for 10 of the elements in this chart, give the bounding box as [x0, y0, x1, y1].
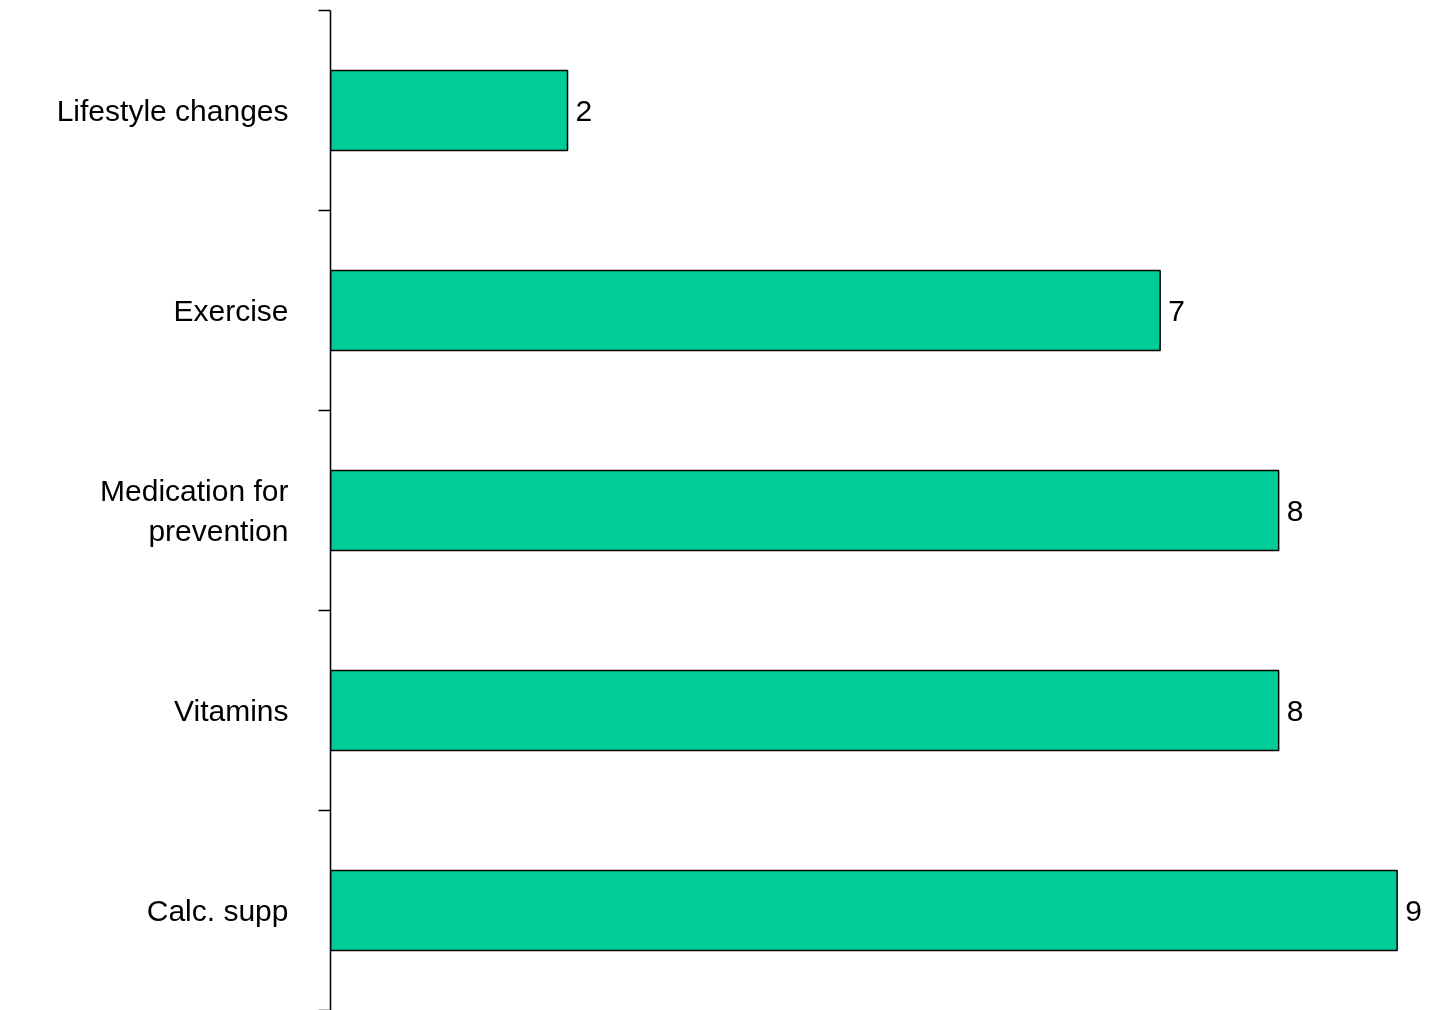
data-label: 9: [1405, 893, 1422, 927]
data-label: 2: [575, 93, 593, 127]
y-tick-label: Calc. supp: [146, 894, 289, 927]
data-label: 7: [1168, 293, 1185, 327]
data-label: 8: [1286, 493, 1304, 527]
y-tick-label: Medication for prevention: [100, 474, 289, 547]
y-tick-label: Vitamins: [174, 694, 289, 727]
y-tick-label: Lifestyle changes: [56, 94, 289, 127]
data-label: 8: [1286, 693, 1304, 727]
y-tick-label: Exercise: [173, 294, 289, 327]
